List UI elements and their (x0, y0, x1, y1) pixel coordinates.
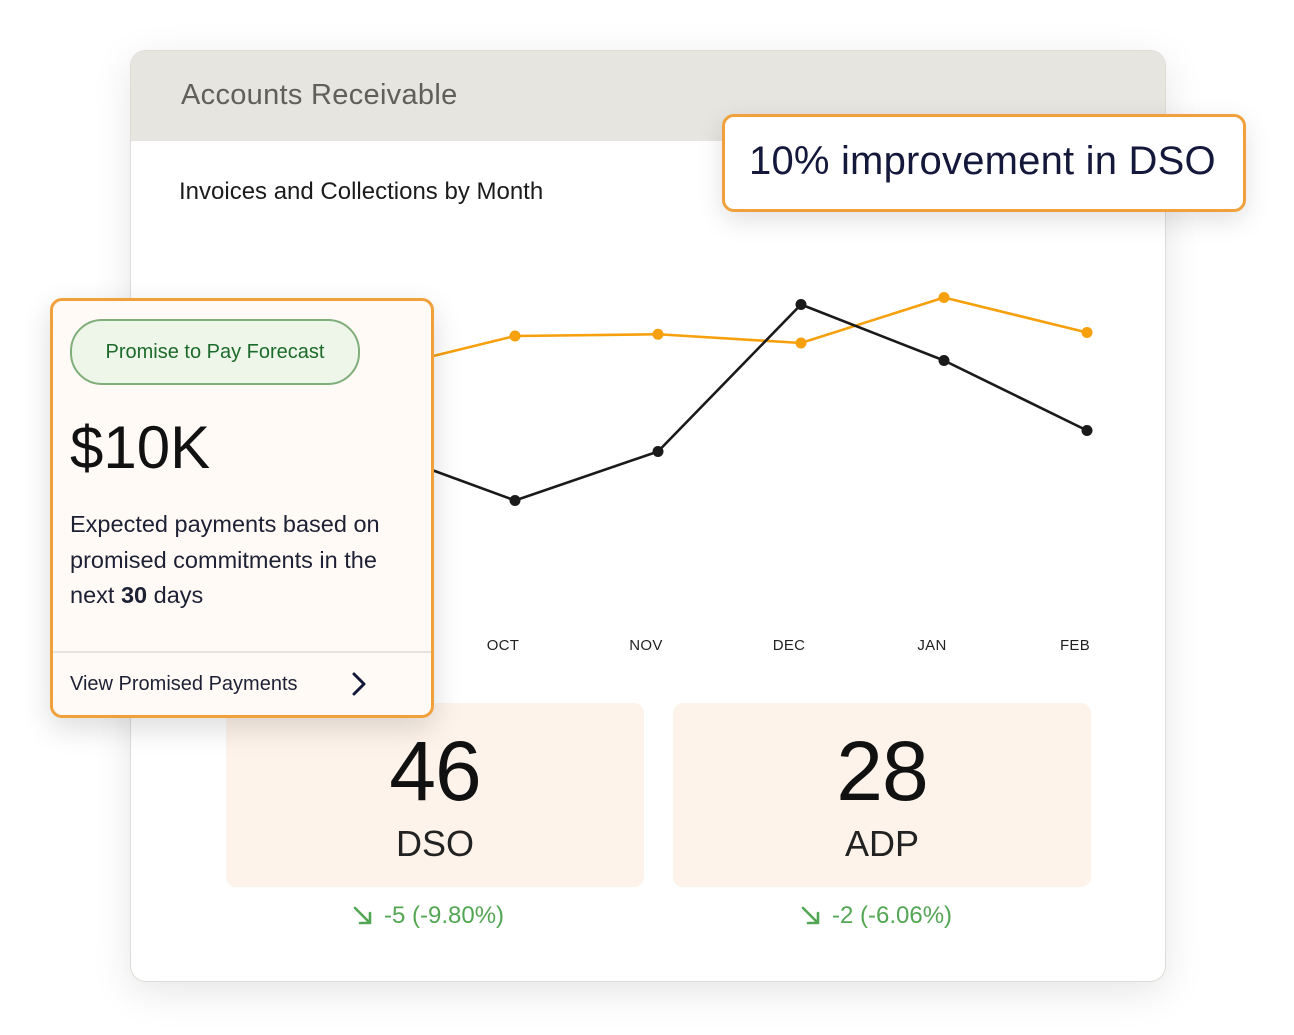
series-0-point (509, 330, 521, 342)
forecast-amount: $10K (70, 414, 211, 481)
dso-delta-text: -5 (-9.80%) (384, 902, 505, 929)
adp-delta: -2 (-6.06%) (800, 902, 952, 930)
x-tick-label: JAN (917, 637, 947, 654)
series-0-point (795, 337, 807, 349)
series-1-point (795, 299, 807, 310)
dso-value: 46 (389, 724, 481, 818)
forecast-desc-prefix: Expected payments based on promised comm… (70, 511, 380, 608)
arrow-down-right-icon (353, 906, 372, 925)
adp-stat-box: 28 ADP (673, 703, 1091, 887)
dso-label: DSO (395, 823, 474, 864)
adp-delta-text: -2 (-6.06%) (832, 902, 953, 929)
forecast-days: 30 (120, 582, 148, 608)
series-1-point (652, 446, 664, 457)
forecast-description: Expected payments based on promised comm… (70, 507, 420, 614)
series-1-point (509, 495, 521, 506)
series-0-point (652, 328, 664, 340)
divider (53, 651, 431, 653)
chart-title: Invoices and Collections by Month (179, 178, 544, 205)
series-0-point (1081, 327, 1093, 338)
forecast-desc-suffix: days (153, 582, 204, 608)
callout-text: 10% improvement in DSO (749, 139, 1216, 183)
card-title: Accounts Receivable (181, 79, 458, 111)
x-tick-label: OCT (486, 637, 520, 654)
series-0-line (371, 296, 1088, 373)
dso-delta: -5 (-9.80%) (352, 902, 504, 930)
x-tick-label: NOV (629, 637, 663, 654)
series-0-point (938, 292, 950, 303)
arrow-down-right-icon (801, 906, 820, 925)
x-tick-label: FEB (1059, 637, 1091, 654)
dso-stat-box: 46 DSO (226, 703, 644, 887)
series-1-line (371, 303, 1088, 502)
adp-label: ADP (844, 823, 920, 864)
adp-value: 28 (836, 724, 928, 818)
link-label: View Promised Payments (70, 673, 298, 695)
forecast-badge: Promise to Pay Forecast (70, 319, 360, 385)
view-promised-payments-link[interactable]: View Promised Payments (53, 653, 431, 715)
chevron-right-icon[interactable] (349, 671, 369, 697)
series-1-point (1081, 425, 1093, 436)
dso-improvement-callout: 10% improvement in DSO (722, 114, 1246, 212)
promise-to-pay-forecast-card: Promise to Pay Forecast $10K Expected pa… (50, 298, 434, 718)
card-header: Accounts Receivable (131, 51, 1165, 141)
x-tick-label: DEC (772, 637, 806, 654)
series-1-point (938, 355, 950, 366)
